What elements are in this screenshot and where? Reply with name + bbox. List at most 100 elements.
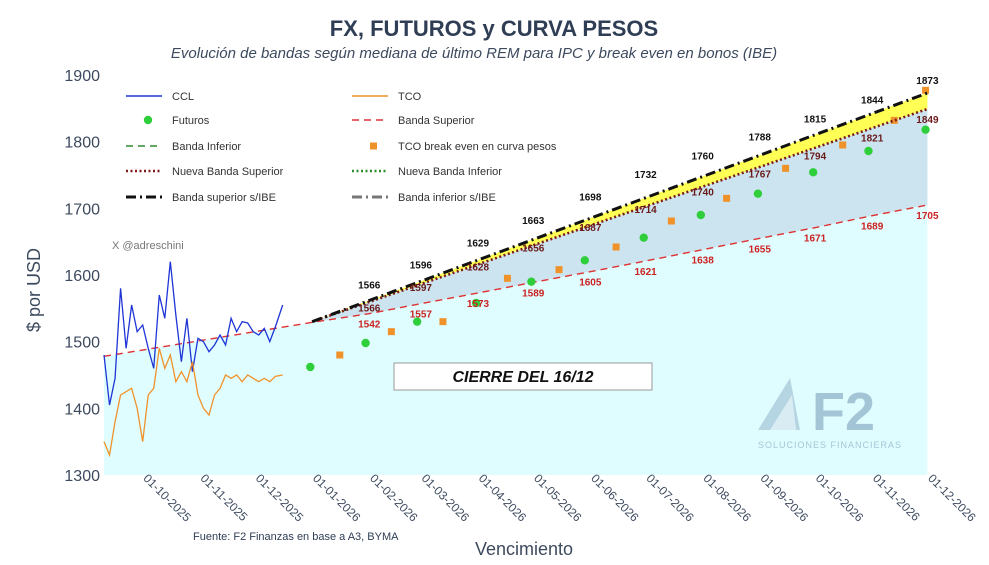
futuros-point (527, 277, 536, 286)
x-tick-label: 01-08-2026 (701, 471, 755, 525)
legend-label-ccl: CCL (172, 91, 194, 103)
label-band-upper: 1655 (749, 244, 772, 255)
x-axis-label: Vencimiento (475, 539, 573, 559)
label-new-upper: 1597 (410, 283, 433, 294)
x-tick-label: 01-06-2026 (588, 471, 642, 525)
x-tick-label: 01-11-2026 (870, 471, 923, 524)
futuros-point (753, 189, 763, 198)
futuros-point (361, 338, 370, 348)
legend-swatch-tco-break-even-en-curva-pesos (370, 142, 377, 150)
tco-break-even-point (612, 243, 620, 251)
futuros-point (580, 256, 589, 265)
label-ibe-upper: 1844 (861, 95, 884, 106)
y-tick-label: 1900 (64, 68, 100, 85)
source-note: Fuente: F2 Finanzas en base a A3, BYMA (193, 531, 399, 543)
label-new-upper: 1849 (916, 115, 939, 126)
legend-label-tco-break-even-en-curva-pesos: TCO break even en curva pesos (398, 141, 557, 153)
logo-subtext: SOLUCIONES FINANCIERAS (758, 440, 902, 450)
cierre-box: CIERRE DEL 16/12 (393, 362, 653, 391)
label-ibe-upper: 1815 (804, 115, 827, 126)
x-tick-label: 01-10-2026 (813, 471, 867, 525)
band-superior-line (103, 204, 928, 358)
y-axis-ticks: 1300 1400 1500 1600 1700 1800 1900 (64, 68, 100, 485)
futuros-point (696, 210, 706, 220)
label-band-upper: 1689 (861, 222, 884, 233)
futuros-point (639, 233, 648, 242)
fill-below-band (104, 205, 928, 475)
legend-label-banda-inferior-s-ibe: Banda inferior s/IBE (398, 192, 496, 204)
series-line-nueva-banda-superior (311, 107, 928, 323)
futuros-point (921, 125, 930, 134)
label-band-upper: 1573 (467, 299, 490, 310)
x-tick-label: 01-04-2026 (476, 471, 530, 525)
label-band-upper: 1542 (358, 320, 381, 331)
label-new-upper: 1767 (749, 170, 772, 181)
label-ibe-upper: 1663 (522, 216, 545, 227)
label-new-upper: 1740 (692, 188, 715, 199)
label-band-upper: 1589 (522, 288, 545, 299)
x-tick-label: 01-11-2025 (198, 471, 251, 524)
tco-break-even-point (439, 318, 447, 326)
label-band-upper: 1621 (634, 267, 657, 278)
legend-label-futuros: Futuros (172, 115, 210, 127)
x-tick-label: 01-01-2026 (310, 471, 364, 525)
x-tick-label: 01-05-2026 (531, 471, 585, 525)
x-tick-label: 01-12-2026 (925, 471, 979, 525)
label-new-upper: 1821 (861, 134, 884, 145)
y-tick-label: 1300 (64, 468, 100, 485)
label-ibe-upper: 1732 (634, 170, 657, 181)
futuros-point (306, 362, 315, 372)
label-ibe-upper: 1873 (916, 76, 939, 87)
label-band-upper: 1705 (916, 211, 939, 222)
logo-text: F2 (812, 382, 875, 442)
label-ibe-upper: 1788 (749, 133, 772, 144)
legend-label-banda-superior-s-ibe: Banda superior s/IBE (172, 192, 276, 204)
tco-break-even-point (667, 217, 675, 225)
futuros-point (471, 298, 481, 308)
x-tick-label: 01-02-2026 (367, 471, 421, 525)
legend-label-nueva-banda-inferior: Nueva Banda Inferior (398, 166, 502, 178)
tco-break-even-point (839, 141, 847, 149)
label-band-upper: 1605 (579, 278, 602, 289)
label-ibe-upper: 1760 (692, 151, 715, 162)
label-new-upper: 1687 (579, 223, 602, 234)
tco-break-even-point (782, 164, 790, 172)
x-tick-label: 01-10-2025 (141, 471, 195, 525)
legend-label-banda-inferior: Banda Inferior (172, 141, 241, 153)
y-tick-label: 1800 (64, 135, 100, 152)
y-tick-label: 1700 (64, 201, 100, 218)
label-ibe-upper: 1698 (579, 193, 602, 204)
tco-break-even-point (922, 86, 930, 94)
y-tick-label: 1500 (64, 335, 100, 352)
twitter-handle: X @adreschini (112, 240, 184, 252)
cierre-box-text: CIERRE DEL 16/12 (452, 369, 593, 386)
futuros-point (412, 317, 422, 326)
legend-label-nueva-banda-superior: Nueva Banda Superior (172, 166, 284, 178)
series-line-tco (103, 348, 283, 458)
label-band-upper: 1557 (410, 310, 433, 321)
label-new-upper: 1628 (467, 262, 490, 273)
futuros-point (809, 168, 818, 177)
chart-subtitle: Evolución de bandas según mediana de últ… (171, 45, 777, 62)
legend-label-tco: TCO (398, 91, 422, 103)
futuros-point (864, 146, 873, 156)
plot-area: 1566 1596 1629 1663 1698 1732 1760 1788 1815 1844… (103, 76, 939, 475)
legend-swatch-futuros (143, 115, 153, 125)
x-tick-label: 01-09-2026 (758, 471, 812, 525)
x-tick-label: 01-03-2026 (419, 471, 473, 525)
label-new-upper: 1656 (522, 244, 545, 255)
y-axis-label: $ por USD (24, 248, 44, 332)
chart-title: FX, FUTUROS y CURVA PESOS (330, 16, 658, 41)
label-band-upper: 1671 (804, 234, 827, 245)
y-tick-label: 1400 (64, 401, 100, 418)
label-ibe-upper: 1629 (467, 239, 490, 250)
tco-break-even-point (503, 274, 511, 282)
f2-logo: F2 SOLUCIONES FINANCIERAS (758, 378, 902, 450)
tco-break-even-point (723, 194, 731, 202)
x-tick-label: 01-07-2026 (643, 471, 697, 525)
tco-break-even-point (387, 328, 395, 336)
label-new-upper: 1794 (804, 152, 827, 163)
legend-label-banda-superior: Banda Superior (398, 115, 475, 127)
legend: CCL TCO Futuros Banda Superior Banda Inferio… (126, 91, 557, 204)
